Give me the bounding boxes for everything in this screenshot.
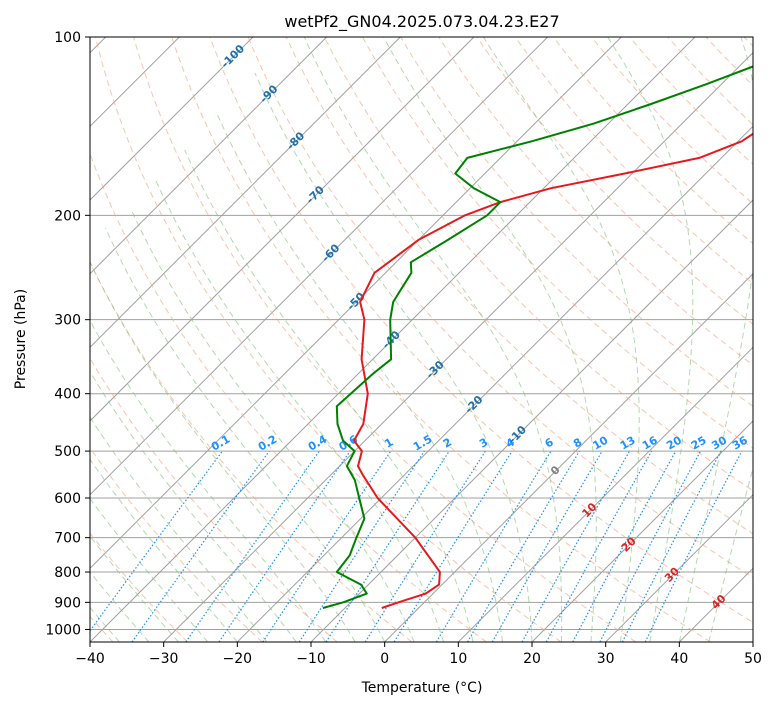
moist-adiabat	[90, 535, 179, 642]
isotherm-line	[605, 493, 753, 642]
dry-adiabat	[285, 37, 753, 535]
x-tick-label: −30	[149, 651, 179, 667]
y-tick-label: 600	[54, 491, 81, 507]
mixing-ratio-line	[644, 450, 743, 642]
x-tick-label: 30	[597, 651, 615, 667]
moist-adiabat	[254, 72, 533, 642]
skewed-isotherms	[90, 37, 753, 642]
y-tick-label: 400	[54, 387, 81, 403]
mixing-ratio-line	[621, 450, 722, 642]
dry-adiabat	[552, 37, 753, 245]
y-tick-label: 900	[54, 595, 81, 611]
dry-adiabat	[90, 152, 487, 642]
mixing-ratio-line	[131, 450, 270, 642]
moist-adiabat	[708, 466, 753, 642]
moist-adiabats	[90, 37, 753, 642]
moist-adiabat	[184, 149, 474, 642]
y-tick-label: 100	[54, 30, 81, 46]
moist-adiabat	[90, 458, 238, 642]
dry-adiabat	[133, 37, 637, 642]
y-tick-label: 300	[54, 313, 81, 329]
y-tick-label: 500	[54, 444, 81, 460]
dry-adiabats	[90, 37, 753, 642]
profile-series	[322, 65, 753, 609]
temperature-profile-line	[353, 132, 753, 609]
y-tick-label: 1000	[45, 622, 81, 638]
dry-adiabat	[438, 37, 753, 366]
isotherm-line	[90, 37, 475, 422]
y-axis-title: Pressure (hPa)	[13, 289, 29, 389]
mixing-ratio-line	[466, 450, 580, 642]
isotherm-line	[531, 420, 753, 642]
chart-title: wetPf2_GN04.2025.073.04.23.E27	[284, 12, 559, 32]
mixing-ratio-line	[364, 450, 486, 642]
isotherm-line	[90, 37, 549, 496]
isotherm-line	[90, 37, 254, 201]
moist-adiabat	[303, 37, 563, 642]
moist-adiabat	[678, 37, 753, 642]
dry-adiabat	[171, 37, 711, 642]
x-tick-label: −10	[296, 651, 326, 667]
moist-adiabat	[155, 180, 445, 642]
dry-adiabat	[400, 37, 753, 407]
mixing-ratio-line	[572, 450, 677, 642]
x-axis-ticks: −40 −30 −20 −10 0 10 20 30 40 50	[75, 642, 762, 667]
isotherm-line	[163, 51, 753, 642]
mixing-ratio-line	[262, 450, 392, 642]
mixing-ratio-line	[599, 450, 702, 642]
isotherm-line	[384, 272, 753, 642]
isotherm-line	[90, 37, 328, 275]
moist-adiabat	[90, 370, 297, 642]
dry-adiabat	[90, 261, 413, 642]
x-tick-label: 10	[449, 651, 467, 667]
dry-adiabat	[362, 37, 753, 449]
mixing-ratio-line	[90, 450, 223, 632]
x-tick-label: 50	[744, 651, 762, 667]
y-tick-label: 200	[54, 208, 81, 224]
pressure-gridlines	[90, 37, 753, 630]
moist-adiabat	[216, 113, 503, 642]
moist-adiabat	[90, 319, 327, 642]
moist-adiabat	[130, 208, 415, 642]
dry-adiabat	[209, 37, 753, 624]
plot-area: 0.1 0.2 0.4 0.6 1 1.5 2 3 4 6 8 10 13 16 20 25 30 36-100-…	[90, 37, 753, 642]
moist-adiabat	[482, 37, 640, 642]
y-tick-label: 700	[54, 531, 81, 547]
isotherm-line	[90, 37, 622, 570]
moist-adiabat	[383, 37, 597, 642]
mixing-ratio-line	[185, 450, 320, 642]
dry-adiabat	[323, 37, 753, 492]
moist-adiabat	[90, 497, 209, 642]
dry-adiabat	[247, 37, 753, 579]
dry-adiabat	[514, 37, 753, 285]
mixing-ratio-line	[435, 450, 552, 642]
moist-adiabat	[104, 227, 386, 642]
isotherm-line	[90, 37, 696, 642]
plot-frame	[89, 36, 754, 643]
x-tick-label: 20	[523, 651, 541, 667]
dewpoint-profile-line	[322, 65, 753, 609]
x-tick-label: 0	[380, 651, 389, 667]
mixing-ratio-line	[393, 450, 513, 642]
x-tick-label: 40	[670, 651, 688, 667]
dry-adiabat	[95, 37, 562, 642]
x-axis-title: Temperature (°C)	[361, 680, 483, 696]
y-tick-label: 800	[54, 565, 81, 581]
x-tick-label: −20	[223, 651, 253, 667]
mixing-ratio-line	[545, 450, 653, 642]
y-axis-ticks: 100 200 300 400 500 600 700 800 900 1000	[45, 30, 90, 638]
mixing-ratio-lines	[90, 450, 743, 642]
dry-adiabat	[90, 446, 263, 642]
x-tick-label: −40	[75, 651, 105, 667]
moist-adiabat	[90, 416, 268, 642]
moist-adiabat	[607, 37, 694, 642]
isotherm-line	[90, 37, 401, 349]
mixing-ratio-line	[521, 450, 631, 642]
isotherm-line	[236, 125, 753, 642]
mixing-ratio-line	[218, 450, 351, 642]
